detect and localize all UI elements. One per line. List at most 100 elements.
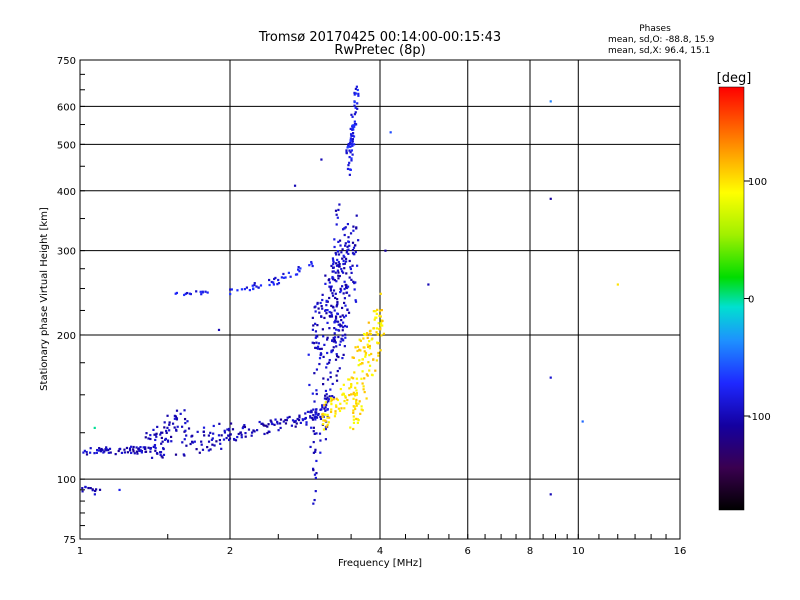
data-point-o_f2_upper xyxy=(345,149,348,152)
data-point-o_rising xyxy=(329,289,333,292)
data-point-x_mode xyxy=(359,349,362,352)
data-point-x_mode xyxy=(352,356,355,359)
data-point-o_low xyxy=(276,422,279,425)
data-point-x_mode xyxy=(381,319,384,323)
data-point-o_rising xyxy=(326,300,329,303)
data-point-o_low xyxy=(284,422,288,425)
data-point-o_f2_upper xyxy=(308,264,311,267)
data-point-o_f2_upper xyxy=(257,286,260,289)
data-point-o_f2_upper xyxy=(356,102,359,105)
data-point-x_mode xyxy=(375,359,378,362)
isolated-point xyxy=(549,197,552,200)
data-point-o_rising xyxy=(330,350,333,354)
data-point-x_mode xyxy=(380,334,383,337)
data-point-o_low xyxy=(236,435,239,439)
data-point-o_rising xyxy=(324,309,328,312)
data-point-o_f2_upper xyxy=(294,273,298,276)
data-point-o_low xyxy=(258,420,261,424)
data-point-o_rising xyxy=(347,311,351,314)
data-point-o_f2_upper xyxy=(255,285,258,288)
data-point-o_f2_upper xyxy=(346,167,350,171)
data-point-o_rising xyxy=(330,314,333,317)
data-point-x_mode xyxy=(377,354,380,357)
data-points xyxy=(81,85,619,505)
data-point-o_low xyxy=(274,418,277,421)
data-point-o_low xyxy=(193,440,196,443)
data-point-o_rising xyxy=(336,250,339,253)
data-point-o_f2_upper xyxy=(273,277,276,281)
data-point-o_low xyxy=(149,450,152,453)
data-point-o_rising xyxy=(350,271,353,274)
y-axis-ticks: 75 100 200 300 400 500 600 750 xyxy=(57,56,85,546)
data-point-o_low xyxy=(184,421,187,425)
data-point-o_rising xyxy=(313,416,316,419)
data-point-o_rising xyxy=(344,286,348,289)
data-point-o_rising xyxy=(334,296,337,300)
data-point-o_low xyxy=(209,448,212,451)
data-point-o_rising xyxy=(341,248,344,251)
data-point-o_low xyxy=(132,450,135,453)
data-point-o_rising xyxy=(324,389,328,393)
data-point-o_low xyxy=(144,447,147,451)
data-point-o_low xyxy=(229,422,233,425)
data-point-o_low xyxy=(225,436,228,440)
data-point-o_rising xyxy=(339,340,342,343)
data-point-o_low xyxy=(279,426,282,430)
isolated-point xyxy=(93,426,96,430)
data-point-o_f2_upper xyxy=(252,287,255,290)
data-point-o_low xyxy=(293,420,296,424)
data-point-o_f2_upper xyxy=(268,278,271,282)
data-point-o_rising xyxy=(339,325,342,328)
data-point-o_low xyxy=(212,424,215,428)
data-point-o_rising xyxy=(353,244,357,247)
x-tick-label: 4 xyxy=(377,546,383,557)
data-point-x_mode xyxy=(362,337,365,340)
data-point-o_rising xyxy=(338,265,341,268)
data-point-o_rising xyxy=(314,450,317,453)
data-point-o_f2_upper xyxy=(351,115,354,118)
data-point-o_low xyxy=(270,422,274,425)
data-point-x_mode xyxy=(352,421,356,424)
data-point-o_rising xyxy=(312,324,315,327)
data-point-o_low xyxy=(161,440,164,443)
data-point-o_f2_upper xyxy=(206,291,209,294)
y-tick-label: 500 xyxy=(57,140,76,151)
data-point-o_rising xyxy=(316,301,319,305)
data-point-o_rising xyxy=(331,395,334,398)
data-point-o_rising xyxy=(334,251,337,255)
data-point-o_f2_upper xyxy=(351,140,354,143)
data-point-o_rising xyxy=(314,448,317,451)
data-point-o_rising xyxy=(338,239,342,242)
data-point-x_mode xyxy=(379,324,383,327)
data-point-o_f2_upper xyxy=(243,287,246,291)
data-point-x_mode xyxy=(364,333,367,336)
data-point-o_f2_upper xyxy=(310,262,313,265)
data-point-o_rising xyxy=(328,327,331,330)
data-point-o_rising xyxy=(329,371,332,374)
data-point-x_mode xyxy=(379,322,383,325)
data-point-x_mode xyxy=(344,395,347,398)
data-point-o_low xyxy=(102,451,105,454)
data-point-o_rising xyxy=(318,357,322,360)
data-point-x_mode xyxy=(365,333,368,337)
y-tick-label: 750 xyxy=(57,56,76,67)
isolated-point xyxy=(118,488,121,492)
data-point-o_low xyxy=(98,447,101,450)
data-point-x_mode xyxy=(370,352,373,356)
data-point-o_rising xyxy=(337,277,340,280)
data-point-o_rising xyxy=(335,320,338,323)
data-point-x_mode xyxy=(355,389,358,392)
data-point-o_rising xyxy=(332,270,335,273)
data-point-x_mode xyxy=(368,344,371,348)
data-point-o_rising xyxy=(314,411,317,414)
x-axis-ticks: 1 2 4 6 8 10 16 xyxy=(77,534,686,557)
data-point-o_low xyxy=(130,445,133,448)
x-tick-label: 2 xyxy=(227,546,233,557)
data-point-o_low xyxy=(147,446,150,449)
isolated-point xyxy=(549,100,552,103)
data-point-o_f2_upper xyxy=(347,164,350,167)
data-point-o_low xyxy=(163,426,166,429)
data-point-x_mode xyxy=(330,400,333,403)
data-point-x_mode xyxy=(379,349,382,352)
data-point-x_mode xyxy=(323,403,326,407)
